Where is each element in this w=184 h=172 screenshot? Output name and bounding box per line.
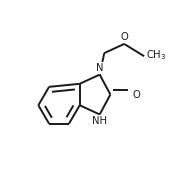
Text: N: N bbox=[96, 63, 103, 73]
Text: O: O bbox=[132, 90, 140, 100]
Text: NH: NH bbox=[92, 116, 107, 126]
Text: O: O bbox=[120, 32, 128, 42]
Text: $\mathregular{CH_3}$: $\mathregular{CH_3}$ bbox=[146, 49, 166, 62]
